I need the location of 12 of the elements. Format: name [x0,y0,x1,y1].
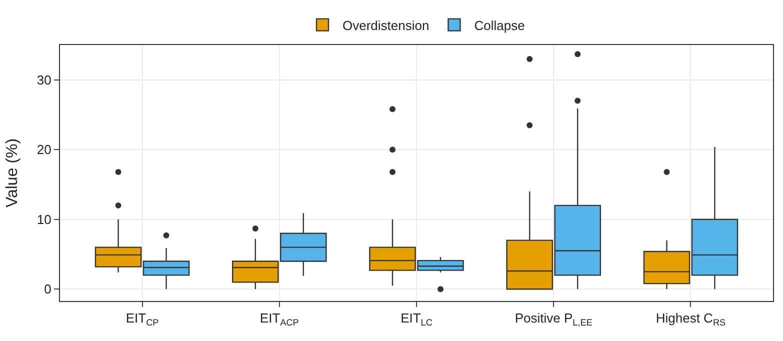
y-axis-title: Value (%) [4,138,21,208]
y-tick-label: 10 [36,212,52,227]
x-tick-label: EIT$_{LC}$ [400,310,433,328]
y-tick-label: 30 [36,72,52,88]
x-tick-label: EIT$_{CP}$ [126,310,159,328]
legend-label: Overdistension [342,18,430,33]
legend-label: Collapse [474,18,525,33]
x-tick-label: EIT$_{ACP}$ [260,310,299,328]
x-tick-label: Highest C$_{RS}$ [656,310,726,328]
x-tick-label: Positive P$_{L,EE}$ [514,310,592,328]
y-tick-label: 20 [36,142,52,158]
y-tick-label: 0 [44,282,52,297]
